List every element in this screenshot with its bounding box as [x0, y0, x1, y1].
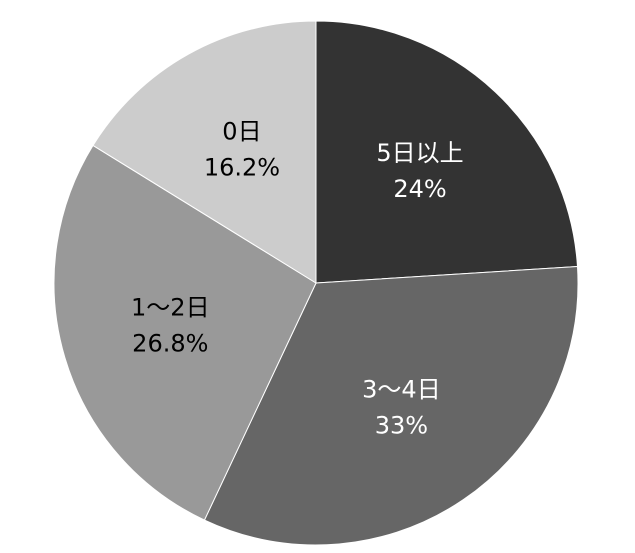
pie-slice [53, 144, 317, 521]
slice-value-label: 26.8% [132, 329, 208, 357]
slice-label: 1～2日 [131, 293, 210, 321]
slice-label: 5日以上 [376, 139, 463, 167]
pie-slice [92, 20, 317, 284]
pie-slice [203, 266, 579, 546]
slice-value-label: 33% [375, 412, 428, 440]
pie-slice [315, 20, 579, 284]
slice-label: 0日 [222, 117, 261, 145]
slice-value-label: 16.2% [204, 153, 280, 181]
slice-label: 3～4日 [362, 376, 441, 404]
slice-value-label: 24% [393, 175, 446, 203]
